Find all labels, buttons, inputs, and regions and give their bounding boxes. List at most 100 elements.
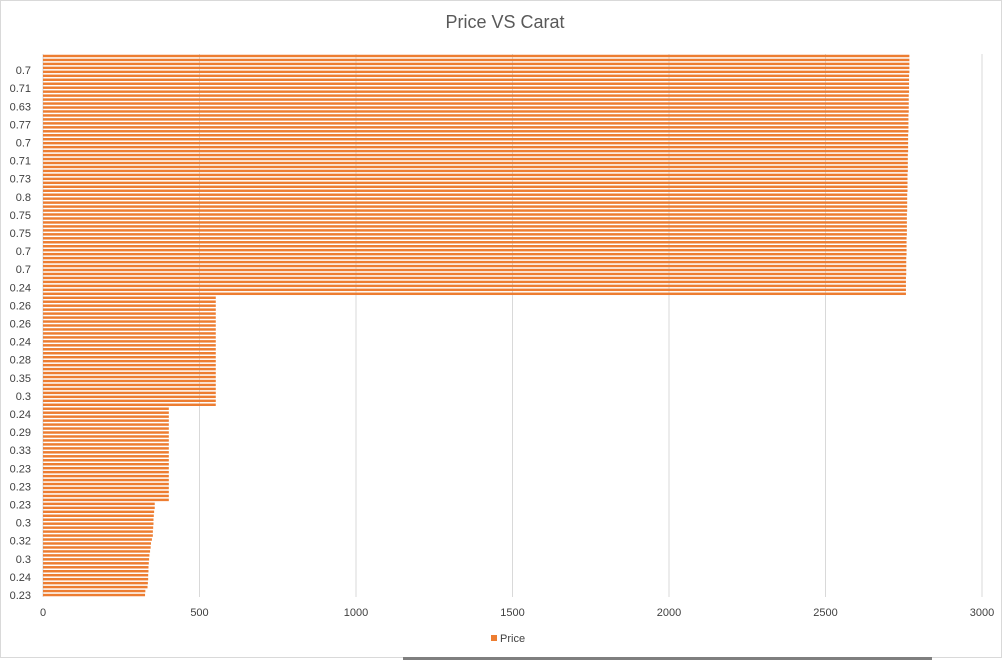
bar[interactable] <box>43 526 154 529</box>
bar[interactable] <box>43 336 216 339</box>
bar[interactable] <box>43 423 169 426</box>
bar[interactable] <box>43 494 169 498</box>
bar[interactable] <box>43 411 169 414</box>
bar[interactable] <box>43 451 169 454</box>
bar[interactable] <box>43 427 169 430</box>
bar[interactable] <box>43 328 216 331</box>
bar[interactable] <box>43 308 216 311</box>
bar[interactable] <box>43 439 169 442</box>
bar[interactable] <box>43 118 909 121</box>
bar[interactable] <box>43 387 216 391</box>
bar[interactable] <box>43 498 169 502</box>
bar[interactable] <box>43 324 216 327</box>
bar[interactable] <box>43 462 169 466</box>
bar[interactable] <box>43 355 216 359</box>
bar[interactable] <box>43 280 906 284</box>
bar[interactable] <box>43 542 151 545</box>
bar[interactable] <box>43 225 907 228</box>
bar[interactable] <box>43 134 909 137</box>
bar[interactable] <box>43 237 907 240</box>
bar[interactable] <box>43 300 216 303</box>
bar[interactable] <box>43 130 909 133</box>
bar[interactable] <box>43 157 908 161</box>
bar[interactable] <box>43 344 216 347</box>
bar[interactable] <box>43 70 910 74</box>
bar[interactable] <box>43 185 908 189</box>
bar[interactable] <box>43 153 908 157</box>
bar[interactable] <box>43 514 154 517</box>
bar[interactable] <box>43 435 169 438</box>
bar[interactable] <box>43 229 907 232</box>
bar[interactable] <box>43 74 910 78</box>
bar[interactable] <box>43 510 155 514</box>
bar[interactable] <box>43 352 216 355</box>
bar[interactable] <box>43 566 149 569</box>
bar[interactable] <box>43 502 155 506</box>
bar[interactable] <box>43 264 907 268</box>
bar[interactable] <box>43 201 908 204</box>
bar[interactable] <box>43 570 149 573</box>
bar[interactable] <box>43 474 169 478</box>
bar[interactable] <box>43 585 148 589</box>
bar[interactable] <box>43 161 908 165</box>
bar[interactable] <box>43 126 909 129</box>
bar[interactable] <box>43 530 153 533</box>
bar[interactable] <box>43 332 216 335</box>
bar[interactable] <box>43 296 216 299</box>
bar[interactable] <box>43 165 908 169</box>
bar[interactable] <box>43 340 216 343</box>
bar[interactable] <box>43 292 906 296</box>
bar[interactable] <box>43 189 908 192</box>
bar[interactable] <box>43 538 152 541</box>
bar[interactable] <box>43 581 148 585</box>
bar[interactable] <box>43 558 150 561</box>
bar[interactable] <box>43 209 908 212</box>
bar[interactable] <box>43 54 910 58</box>
bar[interactable] <box>43 78 910 81</box>
bar[interactable] <box>43 320 216 323</box>
bar[interactable] <box>43 94 909 97</box>
bar[interactable] <box>43 419 169 422</box>
bar[interactable] <box>43 62 910 66</box>
bar[interactable] <box>43 316 216 319</box>
bar[interactable] <box>43 379 216 383</box>
bar[interactable] <box>43 363 216 367</box>
bar[interactable] <box>43 145 909 149</box>
bar[interactable] <box>43 391 216 395</box>
bar[interactable] <box>43 470 169 474</box>
bar[interactable] <box>43 110 909 113</box>
bar[interactable] <box>43 554 150 557</box>
bar[interactable] <box>43 482 169 486</box>
bar[interactable] <box>43 137 909 141</box>
bar[interactable] <box>43 466 169 470</box>
bar[interactable] <box>43 177 908 181</box>
bar[interactable] <box>43 371 216 375</box>
bar[interactable] <box>43 395 216 399</box>
bar[interactable] <box>43 272 907 276</box>
bar[interactable] <box>43 86 910 89</box>
bar[interactable] <box>43 577 149 581</box>
bar[interactable] <box>43 348 216 351</box>
bar[interactable] <box>43 276 906 280</box>
bar[interactable] <box>43 193 908 196</box>
bar[interactable] <box>43 284 906 288</box>
bar[interactable] <box>43 550 151 553</box>
bar[interactable] <box>43 82 910 85</box>
bar[interactable] <box>43 288 906 292</box>
bar[interactable] <box>43 415 169 418</box>
bar[interactable] <box>43 407 169 410</box>
bar[interactable] <box>43 459 169 462</box>
bar[interactable] <box>43 399 216 403</box>
bar[interactable] <box>43 260 907 264</box>
bar[interactable] <box>43 181 908 185</box>
bar[interactable] <box>43 197 908 200</box>
bar[interactable] <box>43 367 216 371</box>
bar[interactable] <box>43 478 169 482</box>
bar[interactable] <box>43 268 907 272</box>
bar[interactable] <box>43 252 907 256</box>
bar[interactable] <box>43 518 154 521</box>
bar[interactable] <box>43 403 216 406</box>
bar[interactable] <box>43 593 146 597</box>
bar[interactable] <box>43 304 216 307</box>
bar[interactable] <box>43 256 907 260</box>
